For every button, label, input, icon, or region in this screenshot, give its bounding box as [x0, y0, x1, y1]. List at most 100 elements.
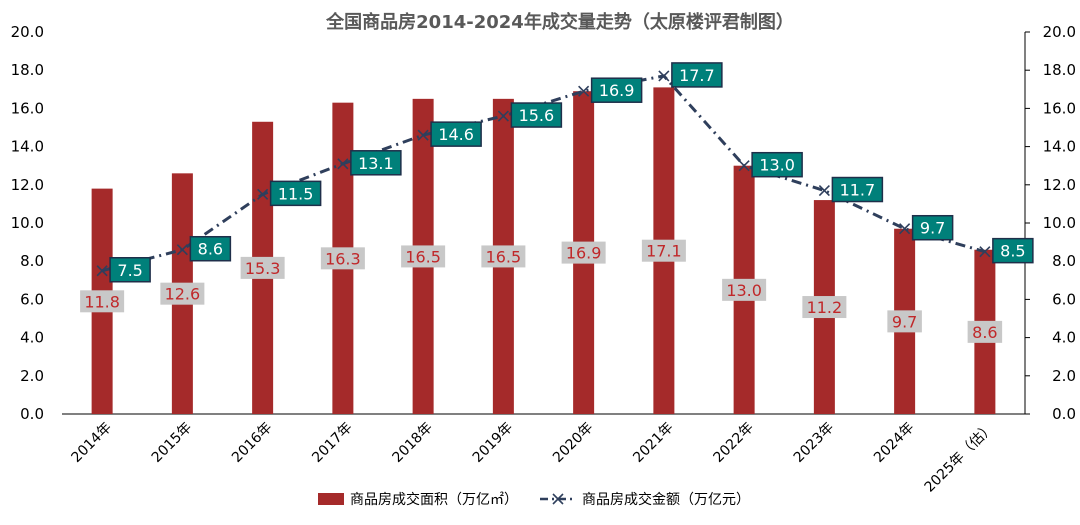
- y-right-tick-label: 0.0: [1052, 405, 1076, 423]
- bar-label-box: [722, 278, 767, 301]
- line-label-box: [751, 151, 803, 178]
- line-label-box: [269, 180, 322, 207]
- line-label-box: [109, 257, 151, 283]
- bar-label: 16.5: [486, 247, 522, 266]
- x-category-label: 2022年: [711, 420, 757, 466]
- x-category-label: 2021年: [630, 420, 676, 466]
- y-left-tick-label: 18.0: [11, 61, 44, 79]
- line-point: [497, 110, 509, 122]
- bar-label: 16.9: [566, 244, 602, 263]
- y-left-tick-label: 12.0: [11, 176, 44, 194]
- x-category-label: 2025年（估）: [922, 420, 998, 496]
- line-marker-stroke: [658, 70, 670, 82]
- y-right-tick-label: 18.0: [1043, 61, 1076, 79]
- legend-label-bar: 商品房成交面积（万亿㎡）: [350, 491, 518, 508]
- y-right-tick-label: 14.0: [1043, 138, 1076, 156]
- y-left-tick-label: 0.0: [20, 405, 44, 423]
- bar-label: 9.7: [892, 312, 917, 331]
- line-label: 15.6: [519, 106, 555, 125]
- line-label-box: [510, 102, 563, 128]
- y-left-tick-label: 20.0: [11, 23, 44, 41]
- line-data-labels: 7.5 8.6 11.5 13.1 14.6 15.6 16.9 17.7 13.0 11.7 9.…: [109, 62, 1034, 283]
- bar-label: 16.5: [405, 247, 441, 266]
- axes: 0.0 2.0 4.0 6.0 8.0 10.0 12.0 14.0 16.0 18.0 20.0 0…: [11, 23, 1076, 496]
- y-left-tick-label: 16.0: [11, 99, 44, 117]
- line-label: 9.7: [920, 219, 945, 238]
- line-marker-stroke: [497, 110, 509, 122]
- y-right-tick-label: 16.0: [1043, 99, 1076, 117]
- line-marker-stroke: [979, 246, 991, 258]
- bar-label: 12.6: [165, 285, 201, 304]
- bar-label-box: [641, 239, 686, 262]
- line-marker-stroke: [818, 184, 830, 197]
- bar-label-box: [802, 296, 847, 319]
- y-right-tick-label: 12.0: [1043, 176, 1076, 194]
- bar-label-box: [401, 245, 446, 268]
- legend-swatch-bar: [318, 493, 344, 505]
- y-left-tick-label: 14.0: [11, 138, 44, 156]
- bar-label: 11.2: [807, 298, 843, 317]
- line-label: 16.9: [599, 81, 635, 100]
- line-point: [979, 246, 991, 258]
- line-marker-stroke: [578, 85, 590, 97]
- bar-label-box: [320, 247, 365, 270]
- line-point: [578, 85, 590, 97]
- bar-label: 11.8: [84, 292, 120, 311]
- bar-label-box: [967, 320, 1003, 343]
- line-label-box: [350, 150, 402, 176]
- bar-series: [91, 87, 996, 415]
- line-label: 13.1: [358, 154, 394, 173]
- bar-label-box: [160, 282, 205, 305]
- bar-label: 15.3: [245, 259, 281, 278]
- bar-label-box: [240, 256, 285, 279]
- line-label: 14.6: [438, 125, 474, 144]
- x-category-label: 2023年: [791, 420, 837, 466]
- line-marker-stroke: [176, 244, 188, 256]
- line-point: [658, 70, 670, 82]
- y-left-tick-label: 2.0: [20, 367, 44, 385]
- bar-data-labels: 11.8 12.6 15.3 16.3 16.5 16.5 16.9 17.1 13.0 11.2…: [80, 239, 1003, 343]
- chart-title: 全国商品房2014-2024年成交量走势（太原楼评君制图）: [325, 11, 794, 33]
- line-point: [96, 265, 108, 277]
- bar-label-box: [561, 241, 606, 264]
- y-left-tick-label: 10.0: [11, 214, 44, 232]
- line-label: 11.7: [840, 181, 876, 200]
- line-label: 8.5: [1000, 242, 1025, 261]
- line-label: 11.5: [278, 184, 314, 203]
- y-left-tick-label: 6.0: [20, 290, 44, 308]
- line-label-box: [590, 77, 643, 103]
- line-point: [257, 188, 269, 200]
- line-point: [899, 223, 911, 235]
- legend-swatch-marker: [552, 493, 564, 505]
- y-right-tick-label: 4.0: [1052, 329, 1076, 347]
- bar-label-box: [887, 310, 922, 333]
- line-label: 17.7: [679, 66, 715, 85]
- line-label-box: [189, 235, 232, 262]
- bar-label: 17.1: [646, 242, 682, 261]
- y-right-tick-label: 8.0: [1052, 252, 1076, 270]
- bar-label: 16.3: [325, 249, 361, 268]
- x-category-label: 2018年: [390, 420, 436, 466]
- y-left-tick-label: 4.0: [20, 329, 44, 347]
- x-category-label: 2016年: [229, 420, 275, 466]
- x-category-label: 2024年: [871, 420, 917, 466]
- line-marker-stroke: [899, 223, 911, 235]
- line-label: 13.0: [759, 156, 795, 175]
- bar-label-box: [80, 290, 125, 313]
- legend: 商品房成交面积（万亿㎡） 商品房成交金额（万亿元）: [318, 491, 750, 508]
- line-label-box: [671, 62, 723, 88]
- y-left-tick-label: 8.0: [20, 252, 44, 270]
- line-label: 7.5: [117, 261, 142, 280]
- bar-label-box: [481, 245, 526, 268]
- line-marker-stroke: [738, 160, 750, 172]
- legend-label-line: 商品房成交金额（万亿元）: [582, 491, 750, 508]
- x-category-label: 2015年: [149, 420, 195, 466]
- line-marker-stroke: [257, 188, 269, 200]
- y-right-tick-label: 10.0: [1043, 214, 1076, 232]
- line-point: [337, 158, 349, 170]
- x-category-label: 2014年: [69, 420, 115, 466]
- line-point: [417, 129, 429, 141]
- line-label-box: [831, 176, 884, 203]
- line-marker-stroke: [96, 265, 108, 277]
